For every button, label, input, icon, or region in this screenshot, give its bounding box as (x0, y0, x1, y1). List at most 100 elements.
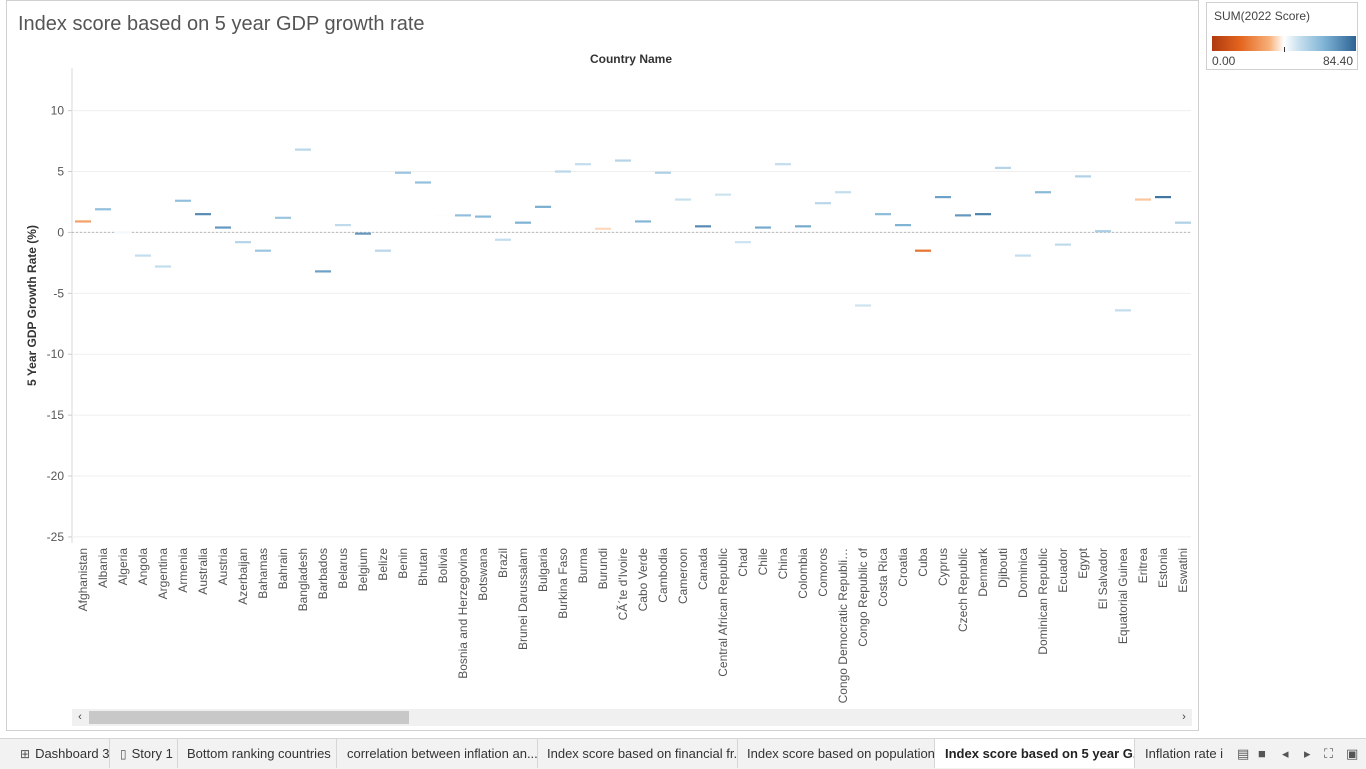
y-tick-label: -25 (47, 530, 65, 544)
x-tick-label: Burundi (596, 548, 610, 589)
x-tick-label: Croatia (896, 548, 910, 587)
tab-label: Index score based on 5 year G... (945, 746, 1135, 761)
sheet-tab-bar: ⊞ Dashboard 3 ▯ Story 1 Bottom ranking cou… (0, 738, 1366, 769)
story-icon: ▯ (120, 747, 127, 761)
y-tick-label: -20 (47, 469, 65, 483)
tab-inflation-rate[interactable]: Inflation rate i (1135, 739, 1225, 768)
tab-index-score-financial[interactable]: Index score based on financial fr... (538, 739, 738, 768)
x-tick-label: Congo Republic of (856, 547, 870, 646)
x-tick-label: Afghanistan (76, 548, 90, 611)
tab-label: Dashboard 3 (35, 746, 110, 761)
scroll-left-icon[interactable]: ‹ (78, 711, 82, 723)
filmstrip-view-icon[interactable]: ■ (1258, 746, 1266, 761)
sheet-title: Index score based on 5 year GDP growth r… (18, 13, 425, 35)
x-tick-label: China (776, 548, 790, 580)
x-tick-label: Denmark (976, 547, 990, 597)
x-tick-label: Djibouti (996, 548, 1010, 588)
x-tick-label: Costa Rica (876, 548, 890, 607)
x-tick-label: Barbados (316, 548, 330, 599)
y-axis-label: 5 Year GDP Growth Rate (%) (25, 225, 39, 386)
y-tick-label: -10 (47, 347, 65, 361)
x-tick-label: Chile (756, 548, 770, 576)
x-tick-label: Belgium (356, 548, 370, 591)
x-tick-label: Congo Democratic Republi… (836, 548, 850, 703)
x-tick-label: Cabo Verde (636, 548, 650, 612)
x-tick-label: Bhutan (416, 548, 430, 586)
legend-color-ramp (1212, 36, 1356, 51)
x-tick-label: Australia (196, 548, 210, 595)
dashboard-icon: ⊞ (20, 747, 31, 761)
x-tick-label: Canada (696, 548, 710, 590)
x-tick-label: Chad (736, 548, 750, 577)
x-tick-label: Cameroon (676, 548, 690, 604)
x-tick-label: Equatorial Guinea (1116, 548, 1130, 644)
x-tick-label: Central African Republic (716, 548, 730, 677)
x-tick-label: Burma (576, 548, 590, 584)
y-tick-label: 10 (51, 104, 65, 118)
tab-label: correlation between inflation an... (347, 746, 538, 761)
presentation-mode-icon[interactable]: ▣ (1346, 746, 1359, 761)
x-tick-label: Burkina Faso (556, 548, 570, 619)
tab-dashboard-3[interactable]: ⊞ Dashboard 3 (10, 739, 110, 768)
x-tick-label: Algeria (116, 548, 130, 586)
x-axis-header: Country Name (590, 52, 672, 66)
x-tick-label: Benin (396, 548, 410, 579)
x-tick-label: Bolivia (436, 548, 450, 584)
horizontal-scrollbar[interactable]: ‹ › (72, 709, 1192, 726)
x-tick-label: Belarus (336, 548, 350, 589)
worksheet-frame (6, 0, 1199, 731)
x-tick-label: Ecuador (1056, 548, 1070, 593)
x-tick-label: Botswana (476, 548, 490, 601)
x-tick-label: Bulgaria (536, 548, 550, 592)
fit-screen-icon[interactable]: ⛶ (1324, 746, 1334, 761)
x-tick-label: Armenia (176, 548, 190, 593)
next-sheet-icon[interactable]: ▸ (1304, 746, 1311, 761)
y-tick-label: -15 (47, 408, 65, 422)
legend-min-label: 0.00 (1212, 54, 1236, 68)
color-legend[interactable]: SUM(2022 Score) 0.00 84.40 (1206, 2, 1358, 70)
x-tick-label: Colombia (796, 548, 810, 599)
y-tick-label: -5 (53, 286, 64, 300)
x-tick-label: Egypt (1076, 547, 1090, 578)
legend-title: SUM(2022 Score) (1214, 9, 1311, 23)
tab-label: Story 1 (131, 746, 173, 761)
x-tick-label: CÃ´te d'Ivoire (616, 548, 630, 621)
x-tick-label: Angola (136, 548, 150, 586)
x-tick-label: Cyprus (936, 548, 950, 586)
x-tick-label: Czech Republic (956, 548, 970, 632)
grid-view-icon[interactable]: ▤ (1237, 746, 1250, 761)
x-tick-label: Bosnia and Herzegovina (456, 548, 470, 679)
x-tick-label: Azerbaijan (236, 548, 250, 605)
tab-story-1[interactable]: ▯ Story 1 (110, 739, 178, 768)
chart: Country Name 5 Year GDP Growth Rate (%) 10… (25, 52, 1191, 703)
y-tick-label: 5 (57, 165, 64, 179)
scroll-thumb[interactable] (89, 711, 409, 724)
x-tick-label: Argentina (156, 548, 170, 600)
tab-label: Bottom ranking countries (187, 746, 331, 761)
x-tick-label: Eritrea (1136, 548, 1150, 584)
x-tick-label: Estonia (1156, 548, 1170, 588)
tab-index-score-gdp-growth[interactable]: Index score based on 5 year G... (935, 739, 1135, 768)
tab-label: Index score based on financial fr... (547, 746, 738, 761)
tab-index-score-population[interactable]: Index score based on population (738, 739, 935, 768)
scroll-right-icon[interactable]: › (1182, 711, 1186, 723)
tab-label: Index score based on population (747, 746, 935, 761)
y-tick-label: 0 (57, 225, 64, 239)
x-tick-label: Cuba (916, 548, 930, 577)
x-tick-label: Austria (216, 548, 230, 586)
tab-label: Inflation rate i (1145, 746, 1224, 761)
legend-midpoint-tick (1284, 47, 1285, 52)
x-tick-label: Bangladesh (296, 548, 310, 611)
x-tick-label: Bahrain (276, 548, 290, 589)
x-tick-label: Dominican Republic (1036, 548, 1050, 655)
x-tick-label: Albania (96, 548, 110, 588)
legend-max-label: 84.40 (1322, 54, 1353, 68)
tab-correlation-inflation[interactable]: correlation between inflation an... (337, 739, 538, 768)
x-tick-label: Dominica (1016, 548, 1030, 598)
x-tick-label: Bahamas (256, 548, 270, 599)
previous-sheet-icon[interactable]: ◂ (1282, 746, 1289, 761)
tab-bottom-ranking-countries[interactable]: Bottom ranking countries (178, 739, 337, 768)
x-tick-label: Brunei Darussalam (516, 548, 530, 650)
x-tick-label: El Salvador (1096, 548, 1110, 609)
x-tick-label: Brazil (496, 548, 510, 578)
